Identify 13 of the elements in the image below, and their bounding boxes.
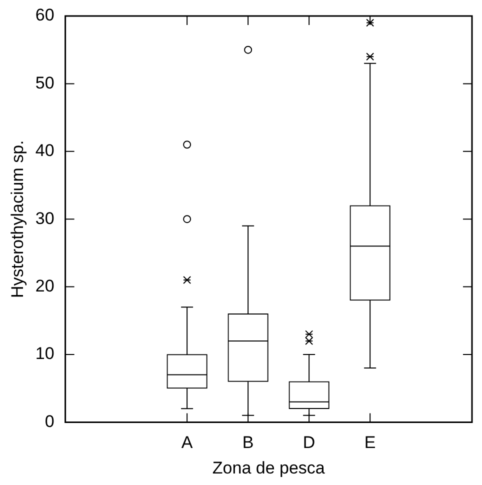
x-tick-label: B — [242, 433, 254, 452]
y-tick-label: 0 — [44, 412, 54, 431]
y-tick-label: 40 — [35, 141, 54, 160]
y-axis-title: Hysterothylacium sp. — [8, 140, 27, 298]
x-tick-label: D — [302, 433, 316, 452]
y-tick-label: 20 — [35, 276, 54, 296]
y-tick-label: 30 — [35, 208, 54, 228]
x-tick-label: A — [181, 433, 194, 452]
x-tick-label: E — [364, 433, 376, 452]
y-tick-label: 50 — [35, 73, 54, 92]
x-axis-title: Zona de pesca — [212, 458, 326, 478]
y-tick-label: 60 — [35, 6, 54, 25]
y-tick-label: 10 — [35, 344, 54, 364]
